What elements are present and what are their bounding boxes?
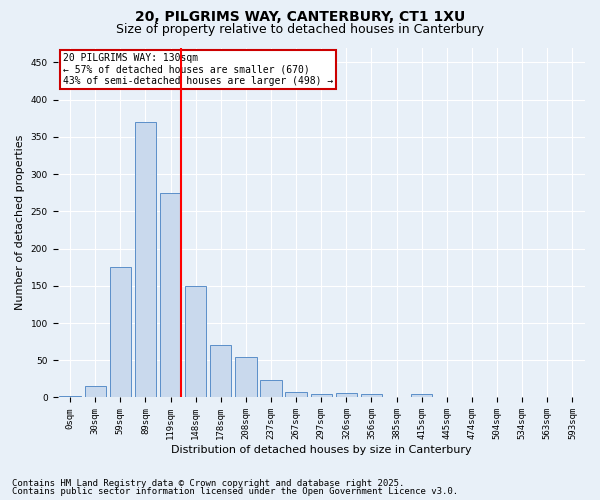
Text: Contains public sector information licensed under the Open Government Licence v3: Contains public sector information licen… [12,487,458,496]
Bar [85,386,106,398]
Bar [311,394,332,398]
Text: 20, PILGRIMS WAY, CANTERBURY, CT1 1XU: 20, PILGRIMS WAY, CANTERBURY, CT1 1XU [135,10,465,24]
Text: 20 PILGRIMS WAY: 130sqm
← 57% of detached houses are smaller (670)
43% of semi-d: 20 PILGRIMS WAY: 130sqm ← 57% of detache… [63,52,333,86]
Bar [185,286,206,398]
Y-axis label: Number of detached properties: Number of detached properties [15,135,25,310]
Bar [286,392,307,398]
Bar [135,122,156,398]
Bar [210,346,232,398]
Bar [110,267,131,398]
Bar [59,396,81,398]
Bar [487,396,508,398]
Bar [336,393,357,398]
Bar [411,394,433,398]
Text: Contains HM Land Registry data © Crown copyright and database right 2025.: Contains HM Land Registry data © Crown c… [12,478,404,488]
Bar [260,380,282,398]
Bar [562,396,583,398]
Bar [235,356,257,398]
Bar [361,394,382,398]
Bar [160,192,181,398]
X-axis label: Distribution of detached houses by size in Canterbury: Distribution of detached houses by size … [171,445,472,455]
Text: Size of property relative to detached houses in Canterbury: Size of property relative to detached ho… [116,22,484,36]
